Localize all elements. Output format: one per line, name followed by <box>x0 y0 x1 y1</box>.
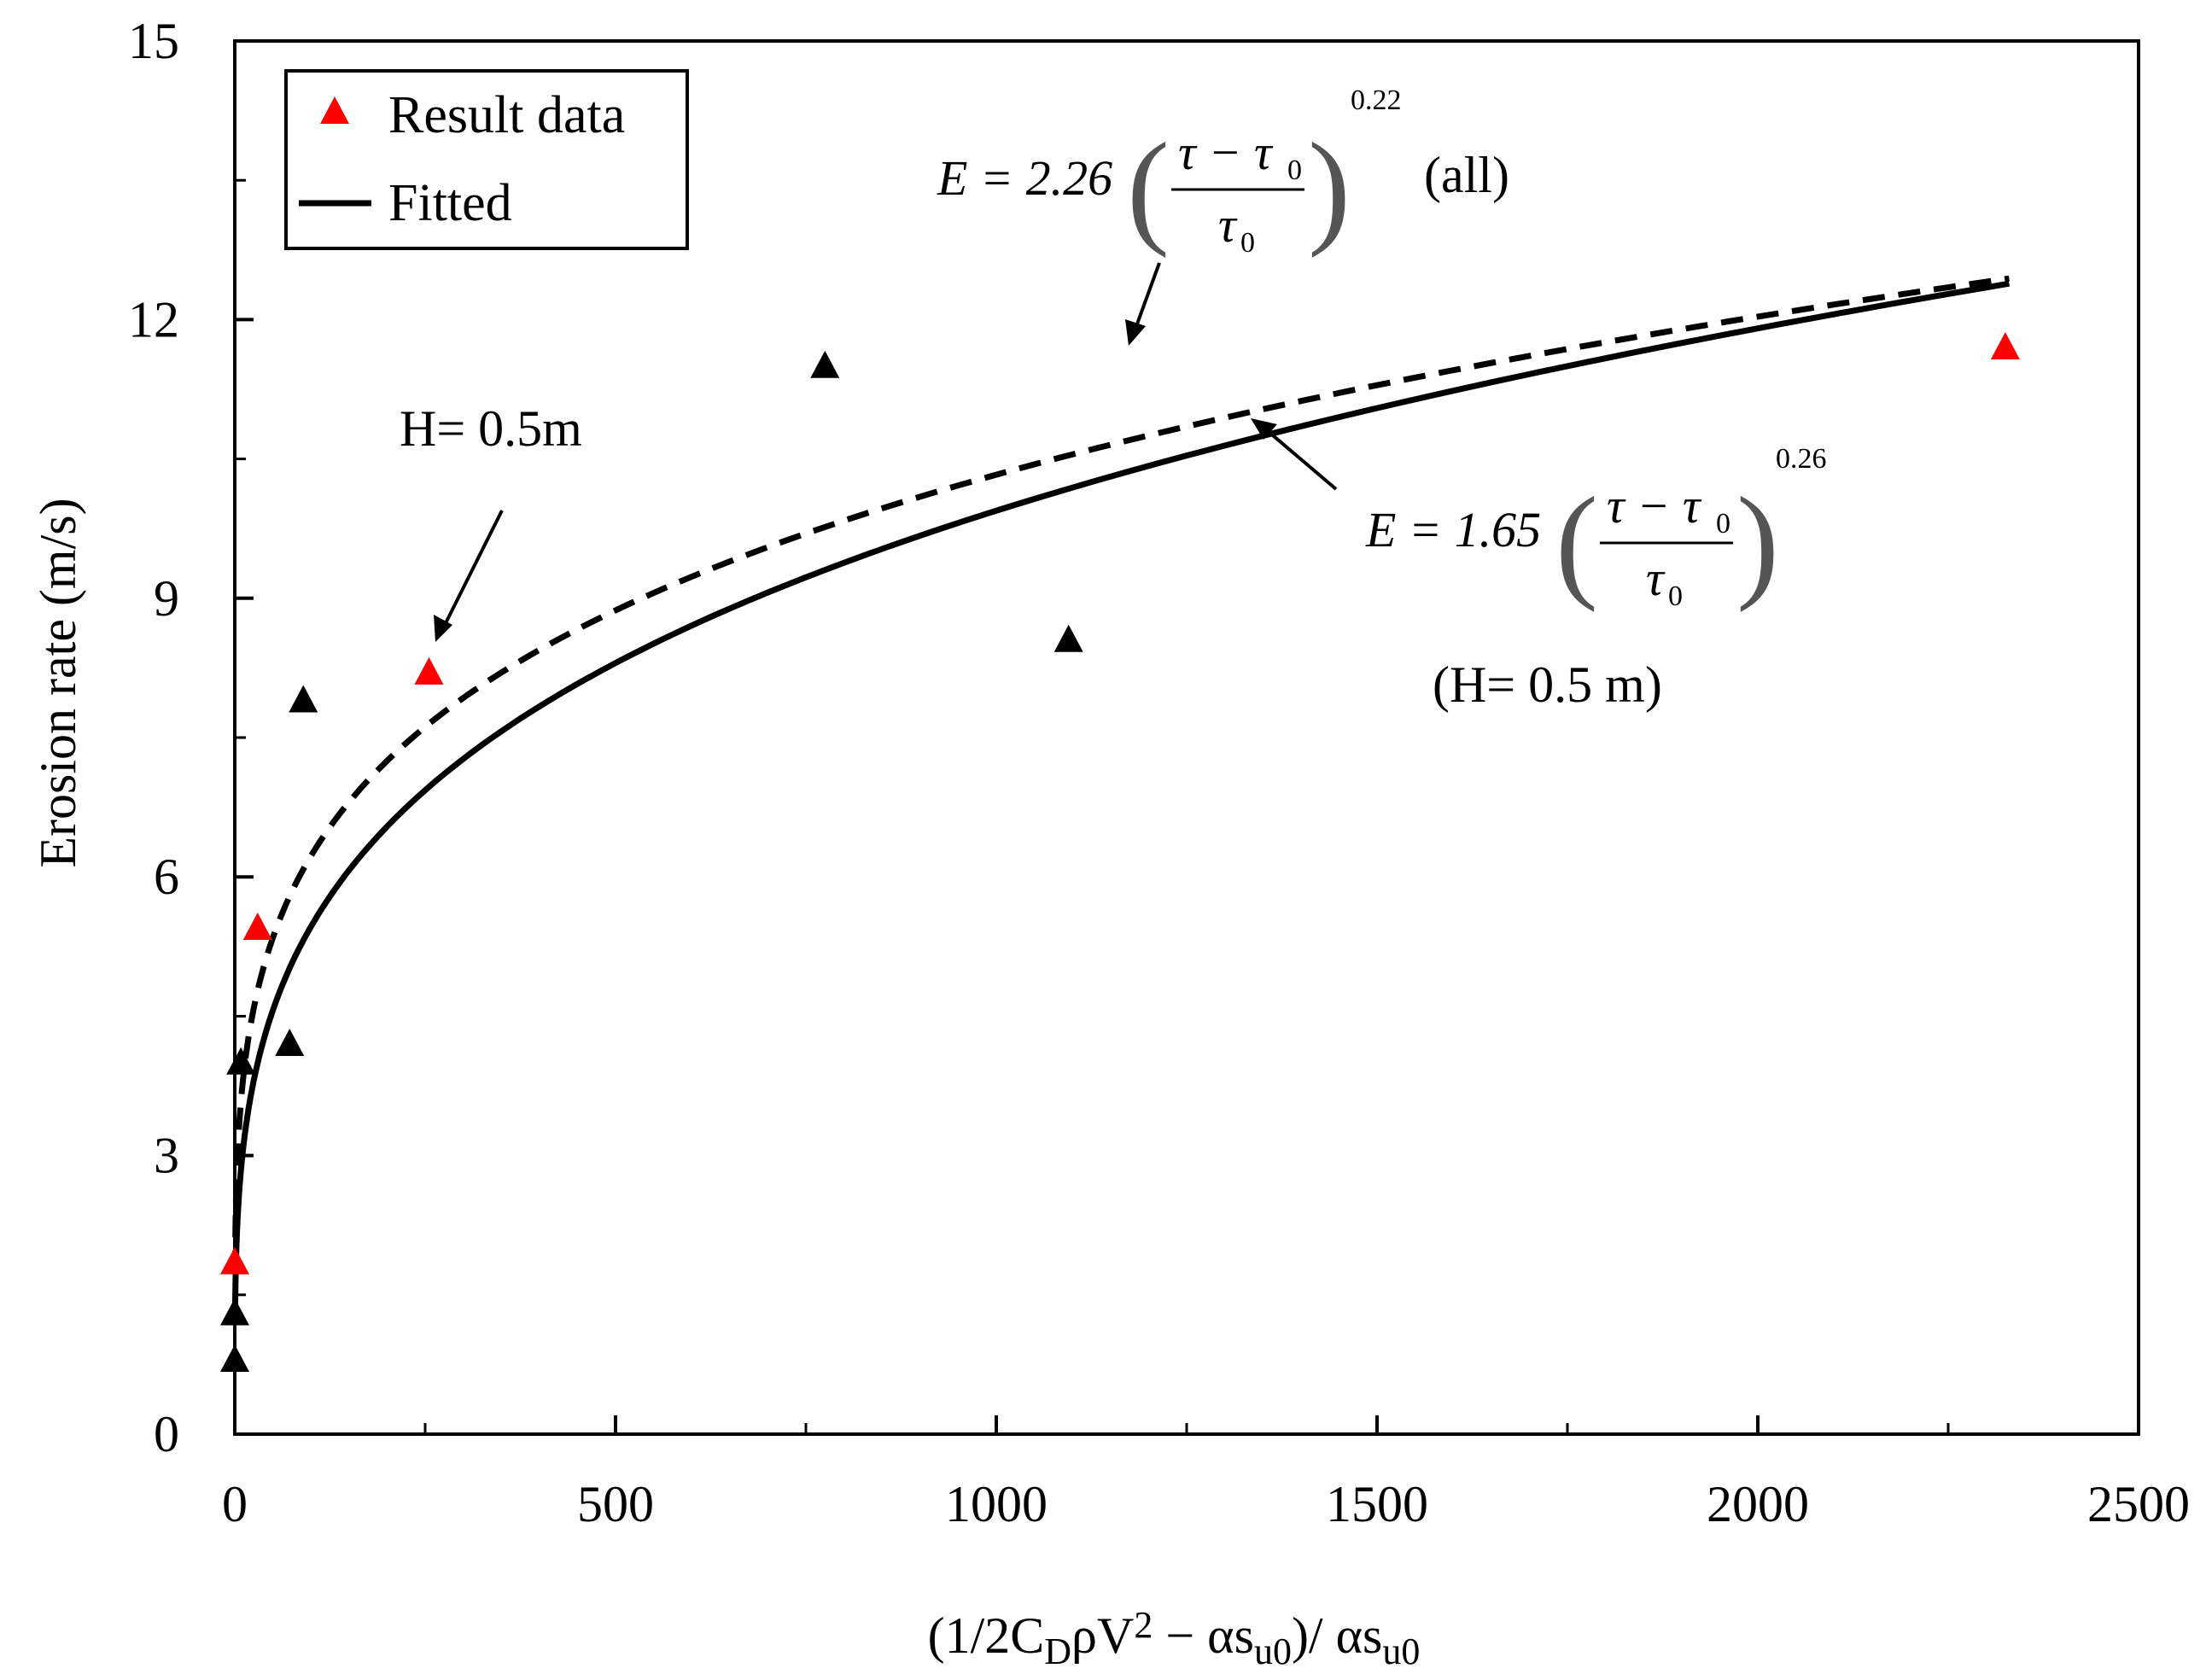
data-point-other <box>220 1298 249 1326</box>
x-tick-label: 2000 <box>1707 1476 1809 1532</box>
fitted-line-all <box>231 275 2010 1275</box>
y-tick-label: 12 <box>128 291 179 347</box>
x-axis-title: (1/2CDρV2 − αsu0)/ αsu0 <box>928 1604 1421 1672</box>
data-point-result <box>242 913 272 941</box>
equation-all-lhs: E = 2.26 <box>937 150 1112 206</box>
equation-all-exponent: 0.22 <box>1351 85 1402 116</box>
y-tick-label: 9 <box>154 570 179 627</box>
data-point-other <box>226 1047 256 1075</box>
data-point-other <box>289 685 318 713</box>
y-tick-label: 15 <box>128 13 179 69</box>
equation-h-numerator-sub: 0 <box>1716 508 1730 540</box>
data-point-result <box>220 1246 249 1275</box>
data-point-other <box>220 1344 249 1372</box>
legend: Result data Fitted <box>284 69 689 250</box>
equation-all-denominator: τ <box>1218 197 1238 253</box>
data-point-other <box>810 350 840 378</box>
equation-all: E = 2.26 ( τ − τ 0 τ 0 ) 0.22 (all) <box>937 85 1509 259</box>
equation-h-denominator-sub: 0 <box>1668 580 1683 612</box>
x-tick-label: 500 <box>577 1476 654 1532</box>
equation-all-denominator-sub: 0 <box>1240 227 1255 259</box>
x-tick-label: 0 <box>222 1476 248 1532</box>
annotation-h-label: H= 0.5m <box>400 400 582 457</box>
equation-all-right-paren: ) <box>1308 117 1351 259</box>
x-tick-label: 1000 <box>945 1476 1048 1532</box>
x-tick-labels: 0 500 1000 1500 2000 2500 <box>222 1476 2190 1532</box>
y-axis-title: Erosion rate (m/s) <box>30 498 86 867</box>
equation-h-left-paren: ( <box>1555 471 1598 613</box>
equation-h-denominator: τ <box>1646 551 1666 606</box>
legend-label-result-data: Result data <box>388 86 625 144</box>
data-point-result <box>414 656 444 685</box>
equation-h: E = 1.65 ( τ − τ 0 τ 0 ) 0.26 (H= 0.5 m) <box>1365 443 1827 713</box>
legend-box <box>284 69 689 250</box>
equation-h-arrow <box>1251 418 1338 491</box>
legend-label-fitted: Fitted <box>388 174 512 232</box>
x-tick-label: 2500 <box>2087 1476 2190 1532</box>
equation-all-arrow <box>1125 262 1161 346</box>
equation-h-right-paren: ) <box>1736 471 1779 613</box>
data-points <box>220 332 2020 1372</box>
y-tick-label: 3 <box>154 1128 179 1184</box>
legend-marker-result-data <box>320 96 349 124</box>
y-tick-label: 6 <box>154 849 179 905</box>
y-tick-labels: 0 3 6 9 12 15 <box>128 13 179 1462</box>
y-tick-label: 0 <box>154 1406 179 1462</box>
data-point-other <box>275 1029 305 1057</box>
x-tick-label: 1500 <box>1326 1476 1428 1532</box>
equation-all-left-paren: ( <box>1127 117 1170 259</box>
data-point-result <box>1990 332 2020 360</box>
equation-h-numerator: τ − τ <box>1607 478 1702 534</box>
equation-all-tag: (all) <box>1424 147 1509 203</box>
equation-h-tag: (H= 0.5 m) <box>1433 656 1662 713</box>
equation-h-exponent: 0.26 <box>1776 443 1827 475</box>
data-point-other <box>1053 624 1083 652</box>
annotation-h-arrow <box>434 510 504 642</box>
equation-all-numerator-sub: 0 <box>1287 155 1302 186</box>
equation-all-numerator: τ − τ <box>1178 125 1274 180</box>
equation-h-lhs: E = 1.65 <box>1365 502 1541 557</box>
